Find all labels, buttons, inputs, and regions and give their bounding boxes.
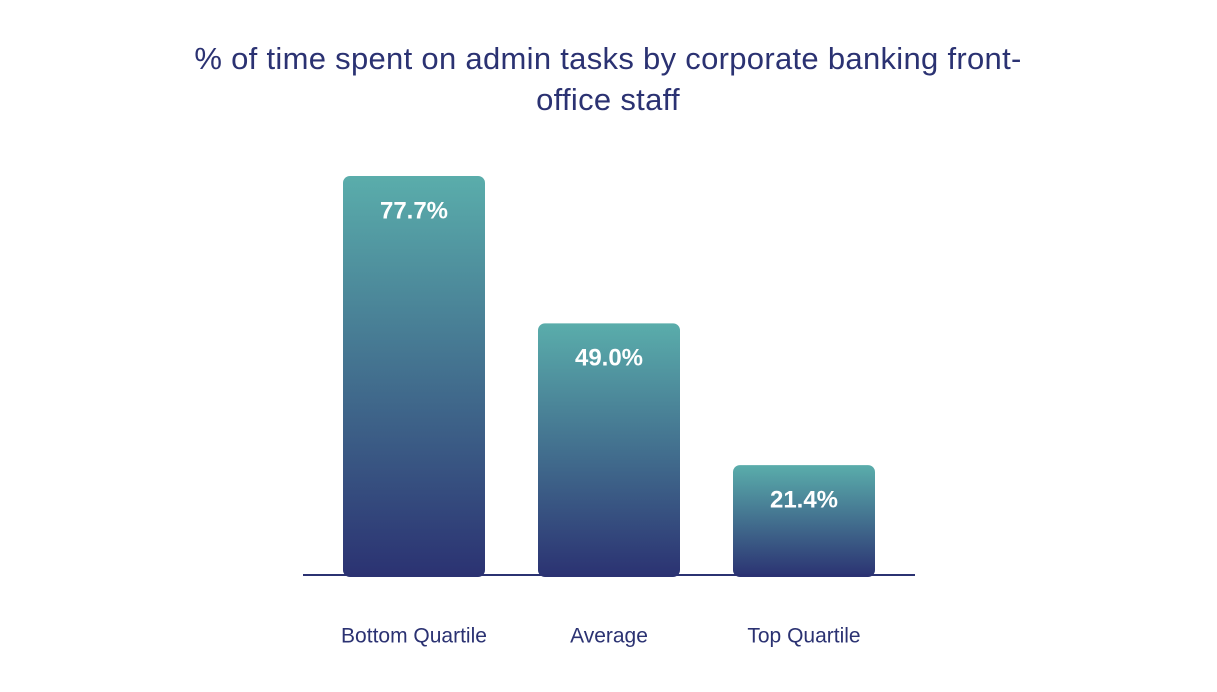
value-label: 77.7% (380, 197, 448, 224)
bar (538, 323, 680, 577)
x-tick-label: Average (570, 625, 648, 648)
bar (733, 465, 875, 577)
value-label: 49.0% (575, 345, 643, 372)
chart-title: % of time spent on admin tasks by corpor… (194, 41, 1022, 117)
x-tick-label: Bottom Quartile (341, 625, 487, 648)
value-label: 21.4% (770, 486, 838, 513)
bar (343, 176, 485, 577)
x-tick-label: Top Quartile (747, 625, 860, 648)
